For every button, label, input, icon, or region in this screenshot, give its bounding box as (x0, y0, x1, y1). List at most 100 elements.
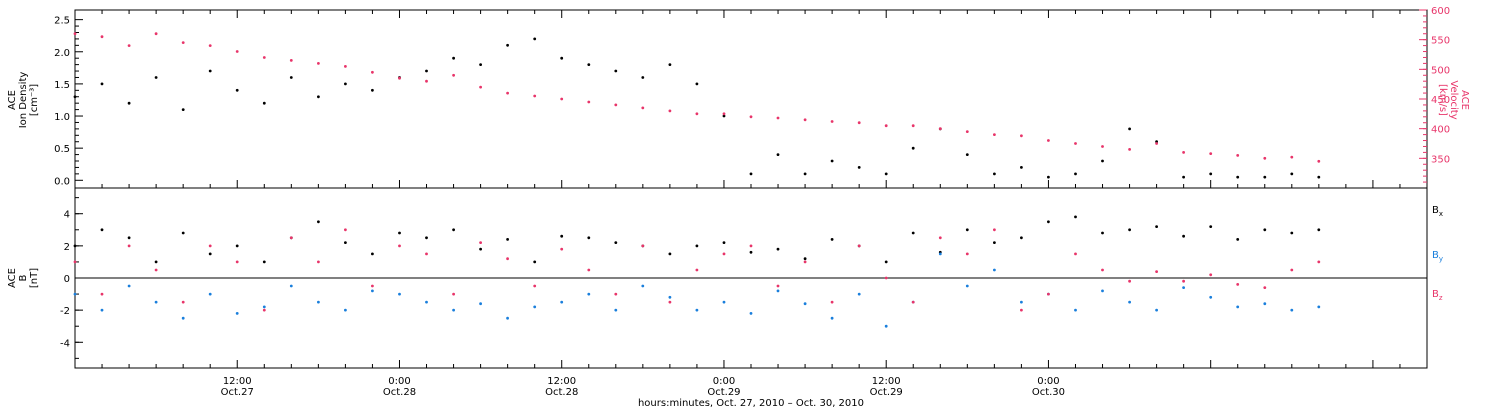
velocity-point (776, 116, 780, 120)
velocity-point (1236, 154, 1240, 157)
velocity-point (262, 56, 266, 59)
velocity-point (506, 91, 509, 95)
field-tick-label: 0 (64, 274, 70, 285)
bz-point (884, 276, 888, 280)
density-tick-label: 2.5 (54, 16, 70, 27)
bx-point (1182, 234, 1185, 238)
velocity-tick-label: 600 (1431, 6, 1450, 17)
velocity-point (1182, 151, 1185, 154)
density-point (722, 114, 726, 118)
density-point (317, 95, 320, 99)
bx-point (587, 236, 591, 240)
bottom-panel: -4 -2 0 2 4 ACE B [nT] Bx By Bz (7, 187, 1443, 369)
field-axis-label-line: B (18, 274, 29, 281)
velocity-point (73, 32, 77, 36)
density-point (289, 76, 293, 79)
density-point (1209, 172, 1213, 176)
by-point (560, 300, 564, 304)
density-point (884, 172, 888, 176)
density-point (830, 159, 834, 163)
bx-point (1101, 231, 1104, 235)
density-point (749, 172, 753, 176)
velocity-point (560, 97, 564, 101)
bz-point (1290, 268, 1294, 272)
by-point (344, 308, 347, 312)
by-point (1020, 300, 1023, 304)
by-point (154, 300, 158, 304)
bz-point (1020, 308, 1023, 312)
by-point (371, 289, 374, 293)
density-point (1317, 175, 1321, 179)
bz-point (857, 244, 861, 248)
velocity-point (371, 70, 374, 74)
x-tick-time: 12:00 (547, 376, 576, 387)
velocity-tick-label: 500 (1431, 65, 1450, 76)
by-point (73, 292, 77, 296)
legend-by: By (1432, 250, 1443, 263)
velocity-point (938, 127, 942, 131)
x-tick-date: Oct.28 (383, 387, 416, 398)
density-point (181, 108, 185, 111)
velocity-point (587, 100, 591, 104)
velocity-point (154, 32, 158, 36)
velocity-point (830, 120, 834, 123)
velocity-point (181, 41, 185, 44)
bx-point (776, 247, 780, 251)
by-point (1074, 308, 1077, 312)
by-point (479, 302, 482, 306)
legend-bz: Bz (1432, 289, 1443, 302)
bx-point (695, 244, 699, 248)
by-point (100, 308, 104, 312)
bz-point (993, 228, 996, 232)
velocity-point (235, 50, 239, 53)
x-tick-time: 12:00 (223, 376, 252, 387)
by-point (668, 295, 672, 299)
by-point (1236, 305, 1240, 309)
by-point (857, 292, 861, 296)
legend-bx: Bx (1432, 205, 1443, 218)
x-tick-time: 0:00 (713, 376, 735, 387)
density-point (857, 166, 861, 169)
velocity-point (1101, 145, 1104, 148)
density-point (911, 146, 915, 150)
bz-point (398, 244, 401, 248)
by-point (398, 292, 401, 296)
bz-point (1263, 286, 1267, 289)
bz-point (479, 241, 482, 245)
bx-point (235, 244, 239, 248)
bx-point (993, 241, 996, 245)
velocity-point (614, 103, 618, 107)
density-point (1020, 166, 1023, 169)
velocity-point (100, 35, 104, 39)
velocity-axis-label-line: [km/s] (1437, 84, 1448, 116)
bz-point (1155, 270, 1158, 273)
bz-point (371, 284, 374, 288)
velocity-tick-label: 400 (1431, 125, 1450, 136)
density-point (1101, 159, 1104, 163)
bx-point (425, 236, 428, 240)
density-tick-label: 0.5 (54, 144, 70, 155)
x-tick-time: 12:00 (872, 376, 901, 387)
bx-point (73, 244, 77, 248)
bx-point (1020, 236, 1023, 240)
top-panel-frame (74, 9, 1428, 189)
by-point (938, 252, 942, 256)
density-point (344, 82, 347, 86)
density-point (127, 101, 131, 105)
density-axis-label-line: Ion Density (18, 72, 29, 129)
velocity-point (1317, 159, 1321, 163)
velocity-point (452, 73, 455, 77)
bx-point (830, 238, 834, 241)
bz-point (1074, 252, 1077, 256)
density-tick-label: 0.0 (54, 176, 70, 187)
density-point (614, 69, 618, 73)
bx-point (317, 220, 320, 224)
velocity-axis-label-line: ACE (1459, 90, 1470, 110)
by-point (181, 316, 185, 320)
bx-point (884, 260, 888, 264)
density-point (479, 63, 482, 66)
x-tick-time: 0:00 (388, 376, 410, 387)
bz-point (1317, 260, 1321, 264)
